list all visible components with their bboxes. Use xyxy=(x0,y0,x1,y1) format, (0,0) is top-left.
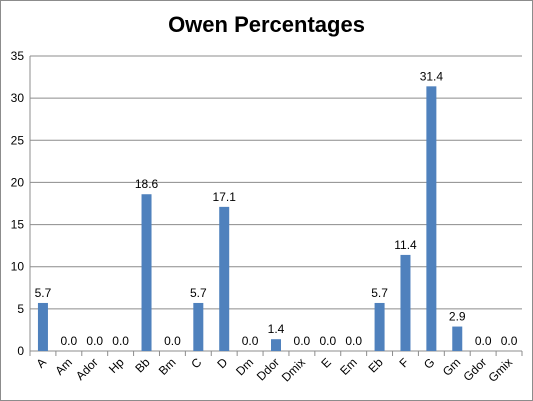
y-tick-label: 15 xyxy=(11,218,25,232)
x-tick-label: Gdor xyxy=(461,355,490,384)
data-label: 0.0 xyxy=(112,334,129,348)
data-label: 2.9 xyxy=(449,310,466,324)
x-tick-label: Dm xyxy=(233,355,256,378)
x-tick-label: G xyxy=(421,355,438,372)
x-tick-label: Eb xyxy=(365,355,386,376)
bar xyxy=(193,302,204,351)
data-labels: 5.7 0.0 0.0 0.0 18.6 0.0 5.7 17.1 0.0 1.4 0.0 0.0 0.… xyxy=(35,69,518,348)
data-label: 0.0 xyxy=(319,334,336,348)
data-label: 5.7 xyxy=(371,286,388,300)
bar xyxy=(219,206,230,351)
gridlines xyxy=(30,55,522,310)
x-tick-label: Dmix xyxy=(279,355,308,384)
bar xyxy=(426,86,437,351)
x-tick-label: Ddor xyxy=(254,355,282,383)
y-tick-label: 35 xyxy=(11,49,25,63)
bar xyxy=(374,302,385,351)
y-tick-label: 30 xyxy=(11,91,25,105)
bar xyxy=(400,254,411,351)
y-tick-label: 20 xyxy=(11,175,25,189)
data-label: 1.4 xyxy=(268,322,285,336)
data-label: 0.0 xyxy=(60,334,77,348)
data-label: 11.4 xyxy=(394,238,417,252)
bar xyxy=(37,302,48,351)
x-tick-label: Am xyxy=(52,355,75,378)
x-tick-label: Gm xyxy=(440,355,464,379)
x-tick-label: D xyxy=(214,355,230,371)
data-label: 0.0 xyxy=(345,334,362,348)
data-label: 17.1 xyxy=(213,190,237,204)
y-tick-labels: 0 5 10 15 20 25 30 35 xyxy=(11,49,25,358)
bar xyxy=(452,326,463,351)
y-tick-label: 5 xyxy=(17,302,24,316)
y-tick-label: 10 xyxy=(11,260,25,274)
x-tick-label: A xyxy=(34,355,50,371)
x-tick-label: Bb xyxy=(132,355,153,376)
x-tick-label: Gmix xyxy=(485,355,515,385)
data-label: 5.7 xyxy=(190,286,207,300)
y-tick-label: 0 xyxy=(17,344,24,358)
x-tick-label: E xyxy=(318,355,334,371)
data-label: 0.0 xyxy=(501,334,518,348)
x-tick-label: Em xyxy=(337,355,360,378)
data-label: 0.0 xyxy=(86,334,103,348)
x-tick-label: Bm xyxy=(156,355,179,378)
data-label: 0.0 xyxy=(475,334,492,348)
x-tick-label: F xyxy=(397,355,412,370)
bar xyxy=(271,339,281,351)
x-tick-label: Hp xyxy=(106,355,127,376)
data-label: 0.0 xyxy=(164,334,181,348)
bars xyxy=(37,86,463,351)
data-label: 0.0 xyxy=(242,334,259,348)
data-label: 18.6 xyxy=(135,177,159,191)
bar xyxy=(141,194,152,351)
chart-title: Owen Percentages xyxy=(168,12,365,37)
data-label: 5.7 xyxy=(35,286,52,300)
x-tick-label: C xyxy=(188,355,204,371)
data-label: 31.4 xyxy=(420,69,444,83)
x-tick-label: Ador xyxy=(73,355,101,383)
data-label: 0.0 xyxy=(294,334,311,348)
y-tick-label: 25 xyxy=(11,133,25,147)
